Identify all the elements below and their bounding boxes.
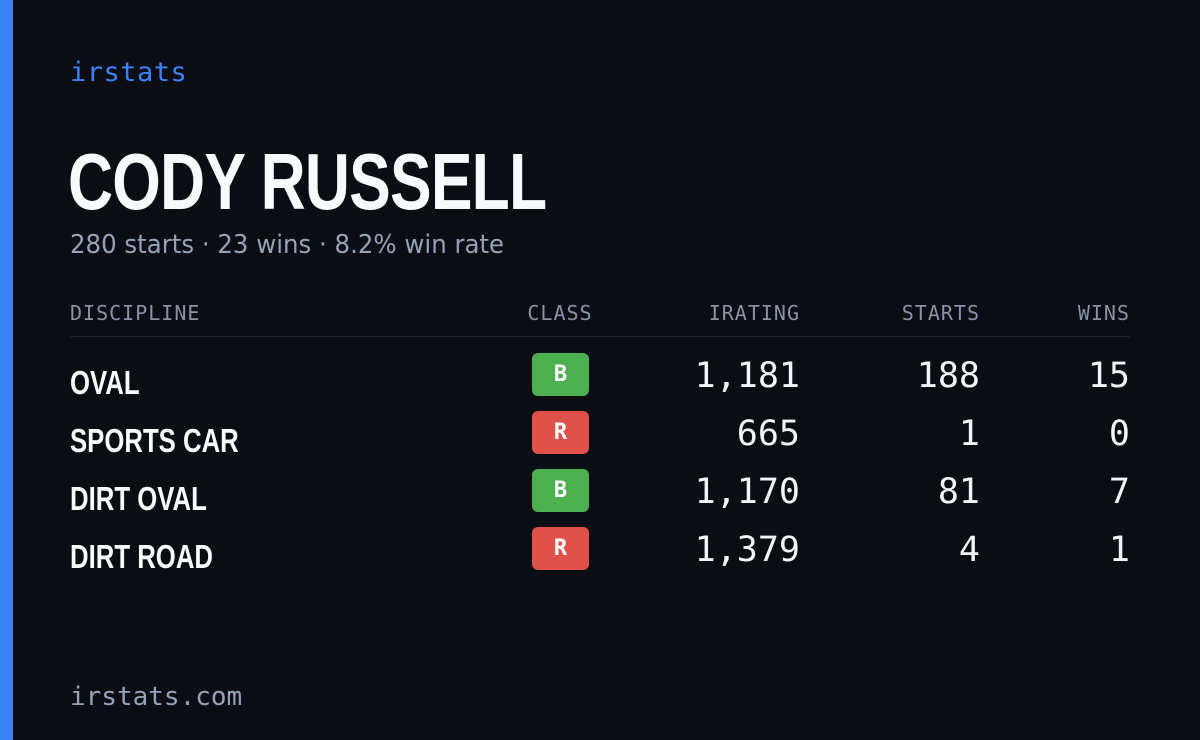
- wins-value: 7: [1108, 472, 1130, 512]
- table-header: DISCIPLINE CLASS IRATING STARTS WINS: [70, 296, 1130, 337]
- wins-value: 15: [1087, 356, 1130, 396]
- discipline-name: DIRT ROAD: [70, 538, 213, 575]
- class-badge: R: [532, 527, 589, 570]
- table-row: DIRT OVAL B 1,170 81 7: [70, 469, 1130, 527]
- header-discipline: DISCIPLINE: [70, 301, 201, 325]
- header-starts: STARTS: [901, 301, 980, 325]
- brand-logo: irstats: [70, 57, 188, 88]
- discipline-name: DIRT OVAL: [70, 480, 207, 517]
- irating-value: 665: [736, 414, 800, 454]
- table-body: OVAL B 1,181 188 15 SPORTS CAR R 665 1 0…: [70, 337, 1130, 585]
- header-class: CLASS: [527, 301, 593, 325]
- table-row: DIRT ROAD R 1,379 4 1: [70, 527, 1130, 585]
- starts-value: 188: [916, 356, 980, 396]
- discipline-name: OVAL: [70, 364, 140, 401]
- discipline-name: SPORTS CAR: [70, 422, 239, 459]
- header-irating: IRATING: [708, 301, 800, 325]
- class-badge: B: [532, 469, 589, 512]
- table-row: OVAL B 1,181 188 15: [70, 353, 1130, 411]
- wins-value: 1: [1108, 530, 1130, 570]
- starts-value: 4: [958, 530, 980, 570]
- footer-url: irstats.com: [70, 682, 243, 712]
- discipline-table: DISCIPLINE CLASS IRATING STARTS WINS OVA…: [70, 296, 1130, 585]
- irating-value: 1,379: [694, 530, 800, 570]
- starts-value: 81: [937, 472, 980, 512]
- class-badge: B: [532, 353, 589, 396]
- wins-value: 0: [1108, 414, 1130, 454]
- accent-bar: [0, 0, 13, 740]
- class-badge: R: [532, 411, 589, 454]
- irating-value: 1,170: [694, 472, 800, 512]
- driver-summary: 280 starts · 23 wins · 8.2% win rate: [70, 230, 505, 260]
- header-wins: WINS: [1077, 301, 1130, 325]
- table-row: SPORTS CAR R 665 1 0: [70, 411, 1130, 469]
- irating-value: 1,181: [694, 356, 800, 396]
- starts-value: 1: [958, 414, 980, 454]
- driver-name: CODY RUSSELL: [68, 137, 547, 226]
